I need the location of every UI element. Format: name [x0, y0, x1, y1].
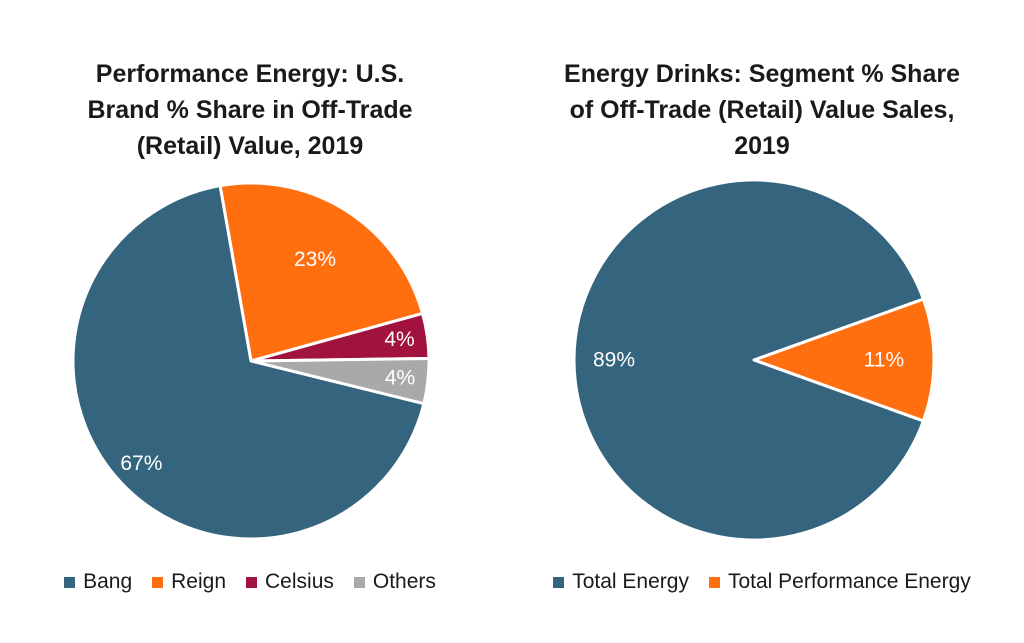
- legend-item: Total Energy: [553, 570, 689, 594]
- legend-item: Total Performance Energy: [708, 570, 971, 594]
- pie-slice-reign: [218, 181, 425, 363]
- chart-title: Energy Drinks: Segment % Share of Off-Tr…: [500, 56, 1024, 164]
- legend-label: Bang: [83, 570, 133, 593]
- chart-title-line: Brand % Share in Off-Trade: [87, 96, 413, 124]
- slice-label: 11%: [864, 349, 904, 372]
- legend-item: Bang: [64, 570, 132, 594]
- legend-label: Total Performance Energy: [727, 570, 971, 593]
- chart-title-line: of Off-Trade (Retail) Value Sales,: [569, 96, 955, 124]
- slice-label: 4%: [385, 367, 415, 390]
- pie-chart: 23% 4% 4% 67%: [71, 181, 431, 541]
- chart-title-line: (Retail) Value, 2019: [136, 132, 364, 160]
- chart-title: Performance Energy: U.S. Brand % Share i…: [0, 56, 500, 164]
- legend-swatch: [64, 576, 76, 588]
- legend-swatch: [353, 576, 365, 588]
- chart-legend: Bang Reign Celsius Others: [0, 570, 500, 594]
- legend-label: Reign: [171, 570, 227, 593]
- slice-label: 23%: [294, 248, 336, 271]
- legend-swatch: [152, 576, 164, 588]
- chart-title-line: Performance Energy: U.S.: [95, 60, 405, 88]
- legend-label: Others: [372, 570, 436, 593]
- slice-label: 67%: [120, 452, 162, 475]
- legend-swatch: [708, 576, 720, 588]
- left-chart-panel: Performance Energy: U.S. Brand % Share i…: [0, 0, 500, 643]
- pie-chart: 11% 89%: [572, 178, 936, 542]
- slice-label: 4%: [384, 328, 414, 351]
- legend-swatch: [246, 576, 258, 588]
- legend-label: Total Energy: [572, 570, 689, 593]
- chart-title-line: Energy Drinks: Segment % Share: [564, 60, 960, 88]
- legend-item: Celsius: [246, 570, 334, 594]
- slice-label: 89%: [593, 349, 635, 372]
- legend-item: Others: [353, 570, 436, 594]
- legend-item: Reign: [152, 570, 226, 594]
- legend-swatch: [553, 576, 565, 588]
- right-chart-panel: Energy Drinks: Segment % Share of Off-Tr…: [500, 0, 1024, 643]
- pie-slice-bang: [71, 184, 426, 541]
- legend-label: Celsius: [265, 570, 334, 593]
- pie-slice-total-performance-energy: [752, 297, 936, 423]
- chart-title-line: 2019: [734, 132, 790, 160]
- pie-slice-total-energy: [572, 178, 925, 542]
- chart-legend: Total Energy Total Performance Energy: [500, 570, 1024, 594]
